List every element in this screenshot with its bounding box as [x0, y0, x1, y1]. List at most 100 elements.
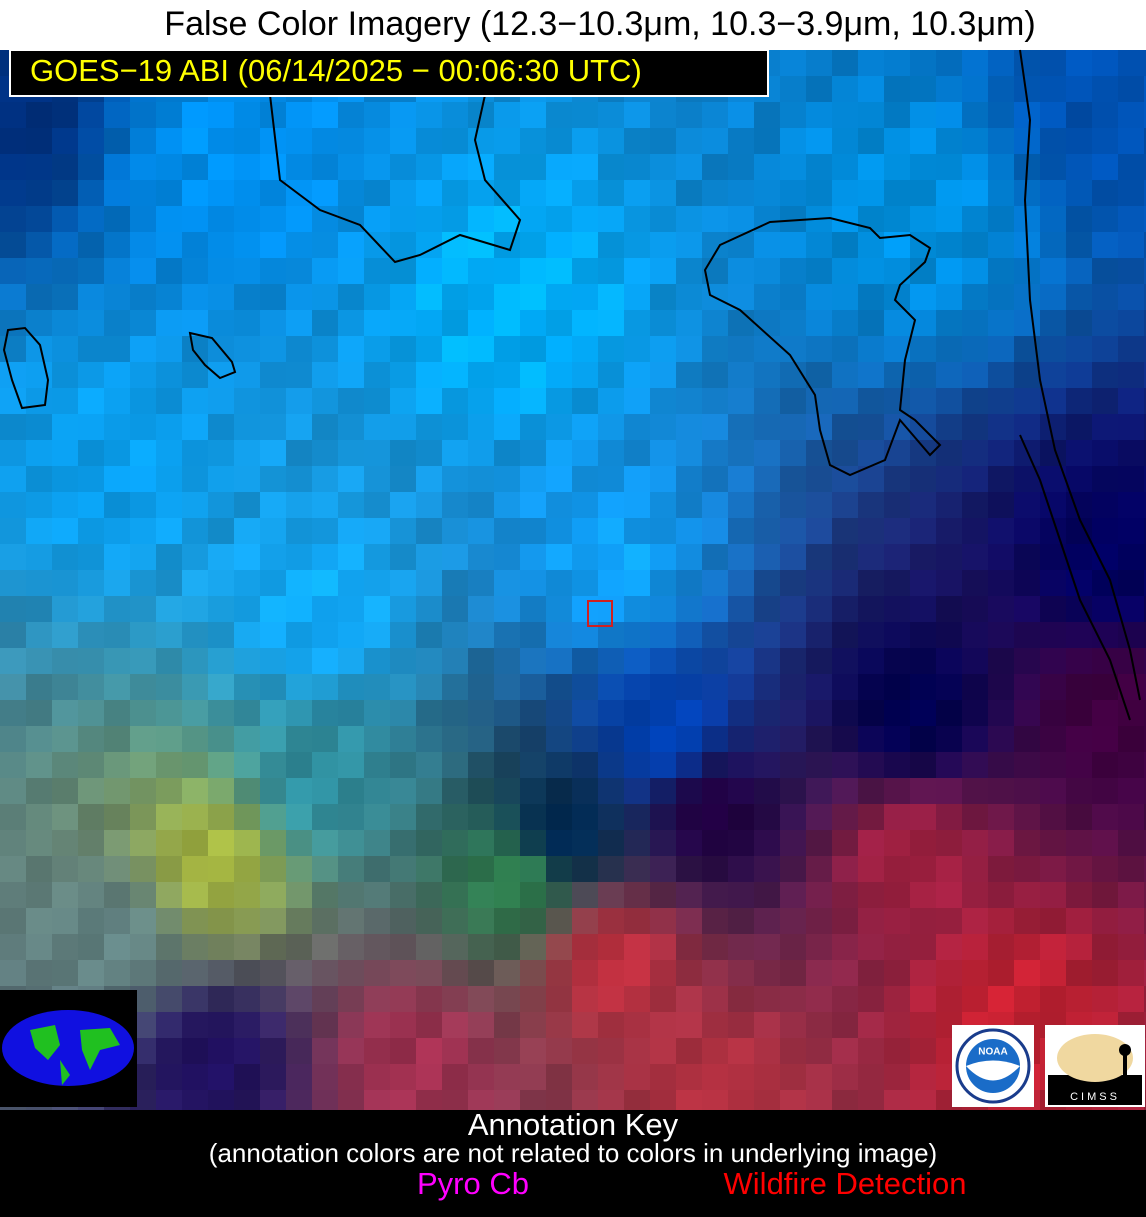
- pixel-block: [1040, 180, 1066, 206]
- pixel-block: [754, 596, 780, 622]
- pixel-block: [208, 752, 234, 778]
- pixel-block: [1040, 76, 1066, 102]
- pixel-block: [728, 908, 754, 934]
- pixel-block: [676, 856, 702, 882]
- pixel-block: [780, 518, 806, 544]
- pixel-block: [910, 206, 936, 232]
- pixel-block: [1066, 76, 1092, 102]
- pixel-block: [286, 1090, 312, 1110]
- pixel-block: [650, 778, 676, 804]
- pixel-block: [910, 986, 936, 1012]
- pixel-block: [806, 856, 832, 882]
- pixel-block: [780, 466, 806, 492]
- pixel-block: [104, 310, 130, 336]
- pixel-block: [702, 1012, 728, 1038]
- pixel-block: [702, 830, 728, 856]
- pixel-block: [832, 986, 858, 1012]
- pixel-block: [962, 960, 988, 986]
- pixel-block: [234, 414, 260, 440]
- pixel-block: [858, 1090, 884, 1110]
- pixel-block: [390, 726, 416, 752]
- pixel-block: [338, 778, 364, 804]
- pixel-block: [338, 1090, 364, 1110]
- pixel-block: [260, 986, 286, 1012]
- pixel-block: [1118, 258, 1144, 284]
- pixel-block: [650, 154, 676, 180]
- pixel-block: [650, 830, 676, 856]
- pixel-block: [312, 570, 338, 596]
- pixel-block: [780, 544, 806, 570]
- pixel-block: [910, 648, 936, 674]
- pixel-block: [468, 648, 494, 674]
- pixel-block: [988, 362, 1014, 388]
- pixel-block: [364, 830, 390, 856]
- pixel-block: [806, 518, 832, 544]
- pixel-block: [52, 700, 78, 726]
- pixel-block: [910, 700, 936, 726]
- pixel-block: [598, 102, 624, 128]
- pixel-block: [0, 882, 26, 908]
- pixel-block: [624, 726, 650, 752]
- pixel-block: [1118, 284, 1144, 310]
- pixel-block: [78, 648, 104, 674]
- pixel-block: [156, 570, 182, 596]
- pixel-block: [26, 180, 52, 206]
- pixel-block: [520, 648, 546, 674]
- pixel-block: [260, 726, 286, 752]
- pixel-block: [702, 700, 728, 726]
- pixel-block: [546, 752, 572, 778]
- pixel-block: [442, 726, 468, 752]
- pixel-block: [494, 726, 520, 752]
- pixel-block: [104, 128, 130, 154]
- pixel-block: [832, 180, 858, 206]
- pixel-block: [676, 830, 702, 856]
- pixel-block: [1144, 700, 1146, 726]
- pixel-block: [1040, 362, 1066, 388]
- pixel-block: [390, 128, 416, 154]
- pixel-block: [364, 232, 390, 258]
- pixel-block: [0, 752, 26, 778]
- pixel-block: [962, 700, 988, 726]
- pixel-block: [468, 440, 494, 466]
- pixel-block: [884, 882, 910, 908]
- pixel-block: [286, 882, 312, 908]
- pixel-block: [780, 76, 806, 102]
- pixel-block: [286, 206, 312, 232]
- pixel-block: [1066, 778, 1092, 804]
- pixel-block: [910, 102, 936, 128]
- pixel-block: [208, 596, 234, 622]
- pixel-block: [1144, 232, 1146, 258]
- pixel-block: [806, 752, 832, 778]
- pixel-block: [390, 518, 416, 544]
- pixel-block: [364, 388, 390, 414]
- pixel-block: [910, 154, 936, 180]
- pixel-block: [494, 440, 520, 466]
- pixel-block: [936, 726, 962, 752]
- pixel-block: [572, 206, 598, 232]
- pixel-block: [702, 778, 728, 804]
- pixel-block: [390, 414, 416, 440]
- pixel-block: [468, 882, 494, 908]
- pixel-block: [286, 258, 312, 284]
- pixel-block: [52, 388, 78, 414]
- pixel-block: [260, 180, 286, 206]
- pixel-block: [546, 1038, 572, 1064]
- pixel-block: [416, 648, 442, 674]
- pixel-block: [1066, 258, 1092, 284]
- pixel-block: [520, 882, 546, 908]
- pixel-block: [624, 206, 650, 232]
- pixel-block: [0, 856, 26, 882]
- pixel-block: [936, 752, 962, 778]
- pixel-block: [806, 700, 832, 726]
- pixel-block: [286, 102, 312, 128]
- pixel-block: [390, 1038, 416, 1064]
- pixel-block: [494, 778, 520, 804]
- pixel-block: [962, 180, 988, 206]
- pixel-block: [1144, 778, 1146, 804]
- pixel-block: [468, 1038, 494, 1064]
- pixel-block: [520, 960, 546, 986]
- pixel-block: [910, 960, 936, 986]
- pixel-block: [260, 1012, 286, 1038]
- pixel-block: [806, 778, 832, 804]
- pixel-block: [1092, 154, 1118, 180]
